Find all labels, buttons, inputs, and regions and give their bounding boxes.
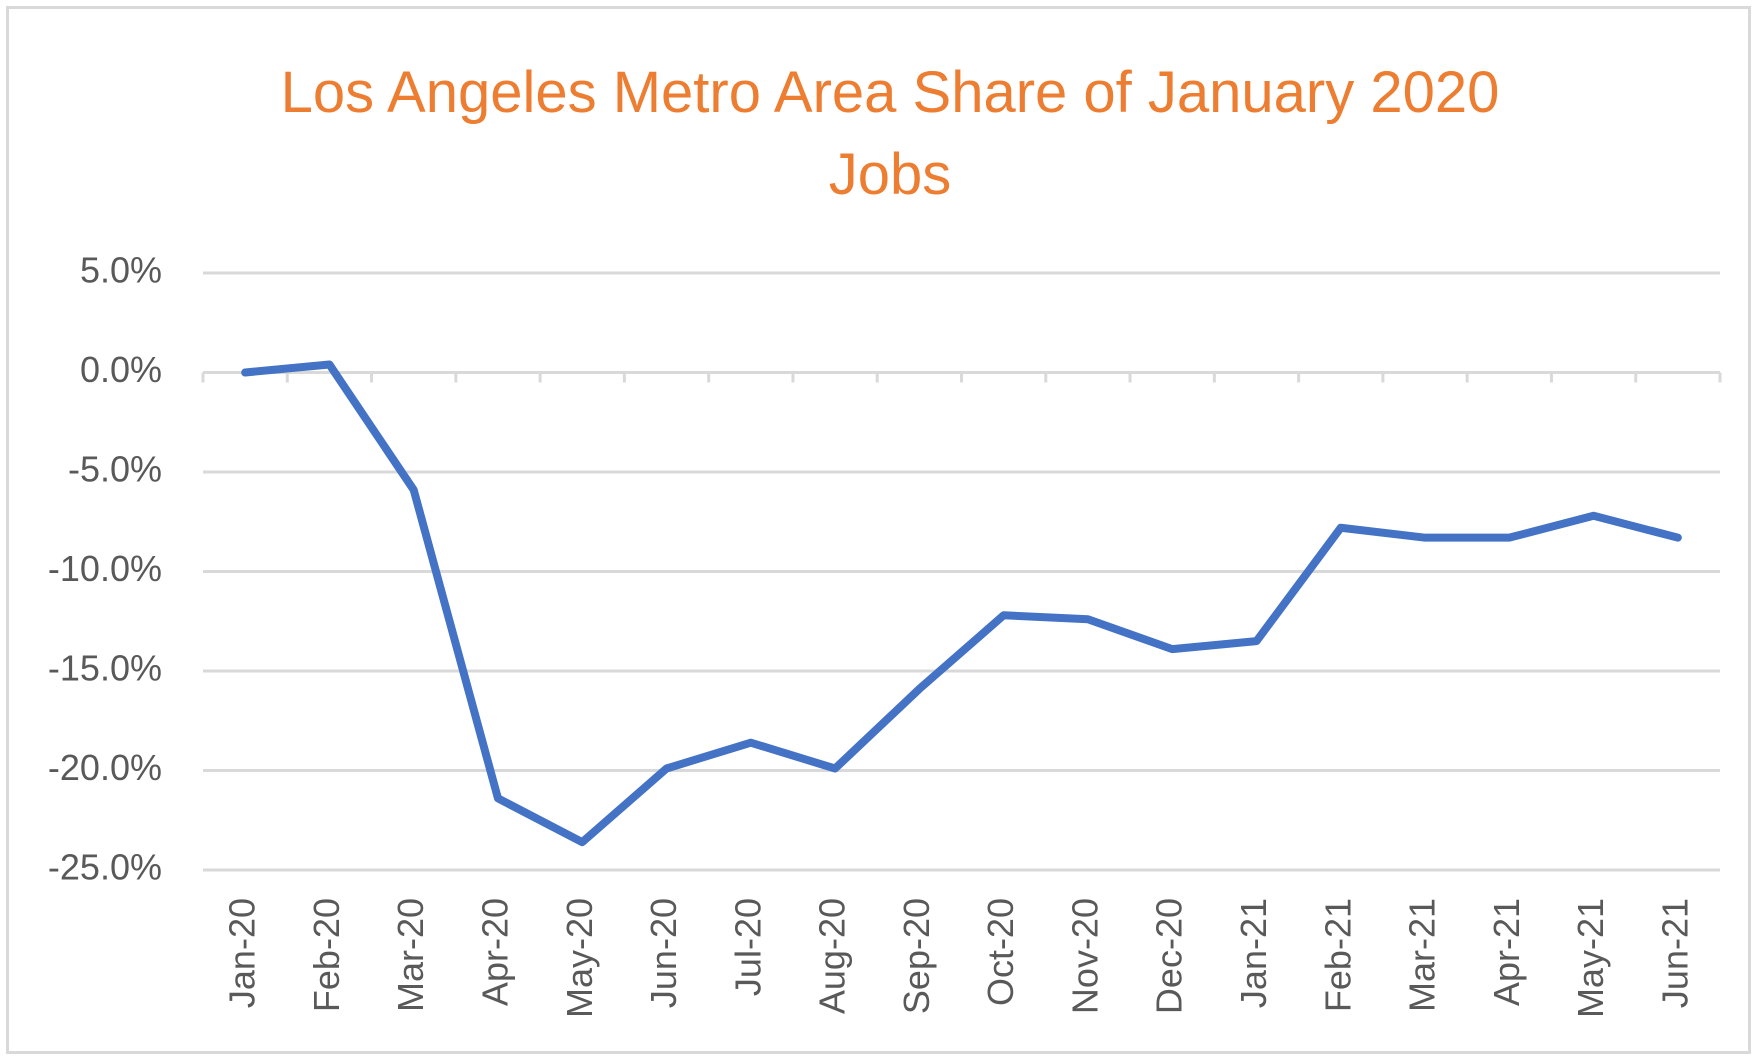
- x-tick-label: Oct-20: [980, 898, 1021, 1006]
- x-tick-label: Sep-20: [896, 898, 937, 1014]
- y-tick-label: -15.0%: [48, 648, 162, 689]
- y-tick-label: 5.0%: [80, 250, 162, 291]
- x-tick-label: Jan-21: [1233, 898, 1274, 1008]
- x-tick-label: Jun-20: [643, 898, 684, 1008]
- y-tick-label: -5.0%: [68, 449, 162, 490]
- chart-title: Los Angeles Metro Area Share of January …: [280, 60, 1500, 207]
- y-tick-label: -25.0%: [48, 847, 162, 888]
- x-tick-label: Dec-20: [1149, 898, 1190, 1014]
- x-tick-label: Feb-20: [306, 898, 347, 1012]
- x-tick-label: Aug-20: [812, 898, 853, 1014]
- x-tick-label: Jan-20: [222, 898, 263, 1008]
- x-tick-label: May-20: [559, 898, 600, 1018]
- x-tick-label: Apr-21: [1486, 898, 1527, 1006]
- x-tick-label: Mar-21: [1402, 898, 1443, 1012]
- x-tick-label: Mar-20: [390, 898, 431, 1012]
- data-line: [241, 360, 1682, 847]
- chart-frame: [6, 6, 1751, 1054]
- y-tick-label: -20.0%: [48, 747, 162, 788]
- x-tick-label: Jul-20: [727, 898, 768, 996]
- x-tick-label: Feb-21: [1317, 898, 1358, 1012]
- y-tick-label: 0.0%: [80, 349, 162, 390]
- y-tick-label: -10.0%: [48, 548, 162, 589]
- x-tick-label: Jun-21: [1654, 898, 1695, 1008]
- x-tick-label: May-21: [1570, 898, 1611, 1018]
- x-tick-label: Apr-20: [474, 898, 515, 1006]
- x-tick-label: Nov-20: [1064, 898, 1105, 1014]
